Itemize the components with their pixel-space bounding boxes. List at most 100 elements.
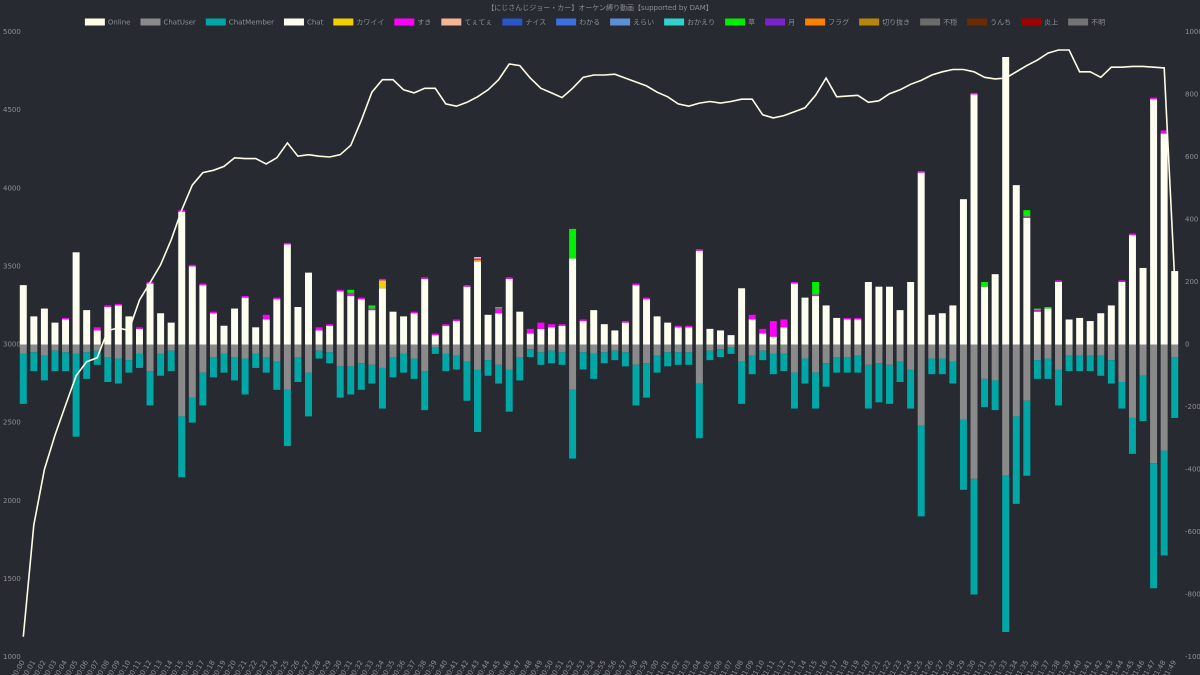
legend-item[interactable]: カワイイ (333, 18, 384, 27)
legend-item[interactable]: すき (394, 18, 431, 27)
bar-segment (516, 311, 524, 345)
bar-segment (949, 305, 957, 345)
bar-segment (474, 369, 482, 432)
bar-segment (632, 344, 640, 365)
bar-segment (907, 344, 915, 370)
legend-item[interactable]: Online (84, 18, 131, 27)
bar-segment (674, 344, 682, 353)
legend-item[interactable]: おかえり (664, 18, 715, 27)
bar-segment (1012, 344, 1020, 417)
bar-segment (537, 344, 545, 353)
bar-segment (716, 349, 724, 357)
legend-swatch (394, 18, 415, 26)
bar-segment (843, 357, 851, 373)
bar-segment (368, 308, 376, 311)
bar-segment (209, 357, 217, 378)
bar-segment (1139, 375, 1147, 422)
bar-segment (664, 344, 672, 353)
bar-segment (1097, 313, 1105, 345)
bar-segment (938, 313, 946, 345)
bar-segment (1023, 216, 1031, 218)
bar-segment (621, 322, 629, 345)
bar-segment (188, 266, 196, 345)
bar-segment (431, 347, 439, 354)
bar-segment (854, 317, 862, 320)
bar-segment (1118, 344, 1126, 382)
legend-item[interactable]: 炎上 (1021, 18, 1058, 27)
bar-segment (938, 344, 946, 359)
bar-segment (231, 344, 239, 357)
bar-segment (463, 344, 471, 362)
y2-tick-label: 1000 (1185, 28, 1200, 36)
bar-segment (336, 289, 344, 292)
bar-segment (93, 344, 101, 351)
bar-segment (188, 344, 196, 398)
bar-segment (896, 310, 904, 345)
legend-item[interactable]: わかる (556, 18, 600, 27)
bar-segment (495, 307, 503, 309)
bar-segment (643, 344, 651, 364)
bar-segment (421, 344, 429, 372)
legend-item[interactable]: えらい (610, 18, 654, 27)
bar-segment (875, 344, 883, 364)
bar-segment (981, 344, 989, 379)
bar-segment (780, 353, 788, 372)
legend-item[interactable]: ChatUser (140, 18, 196, 27)
bar-segment (801, 344, 809, 359)
legend-label: 不穏 (943, 18, 957, 27)
bar-segment (19, 353, 27, 404)
bar-segment (854, 319, 862, 345)
legend-swatch (140, 18, 161, 26)
bar-segment (463, 286, 471, 345)
bar-segment (812, 372, 820, 409)
bar-segment (1107, 360, 1115, 384)
legend-item[interactable]: 草 (725, 18, 755, 27)
bar-segment (558, 344, 566, 353)
legend-item[interactable]: ChatMember (205, 18, 274, 27)
bar-segment (769, 344, 777, 354)
legend-item[interactable]: 切り抜き (859, 18, 910, 27)
legend-label: 草 (748, 18, 755, 27)
bar-segment (833, 317, 841, 345)
legend-item[interactable]: 月 (765, 18, 795, 27)
legend-item[interactable]: フラグ (805, 18, 849, 27)
legend-item[interactable]: 不穏 (920, 18, 957, 27)
bar-segment (516, 344, 524, 357)
bar-segment (1150, 344, 1158, 464)
bar-segment (241, 297, 249, 345)
bar-segment (315, 330, 323, 345)
chart-title: 【にじさんじジョー・カー】オーケン縛り動画【supported by DAM】 (487, 3, 713, 12)
bar-segment (30, 316, 38, 345)
bar-segment (1118, 280, 1126, 282)
legend-swatch (205, 18, 226, 26)
bar-segment (790, 283, 798, 345)
bar-segment (209, 313, 217, 345)
bar-segment (400, 344, 408, 354)
bar-segment (981, 286, 989, 345)
bar-segment (959, 344, 967, 420)
legend-label: てぇてぇ (464, 19, 492, 27)
legend-item[interactable]: てぇてぇ (441, 18, 492, 27)
bar-segment (336, 291, 344, 345)
bar-segment (1171, 271, 1179, 345)
bar-segment (759, 350, 767, 361)
bar-segment (262, 344, 270, 357)
bar-segment (30, 344, 38, 353)
bar-segment (695, 250, 703, 345)
bar-segment (748, 355, 756, 375)
bar-segment (178, 344, 186, 417)
bar-segment (896, 344, 904, 362)
bar-segment (833, 344, 841, 357)
y2-tick-label: 800 (1185, 91, 1198, 99)
bar-segment (188, 264, 196, 267)
bar-segment (833, 357, 841, 373)
legend-item[interactable]: うんち (967, 18, 1011, 27)
bar-segment (442, 324, 450, 326)
bar-segment (209, 311, 217, 314)
legend-item[interactable]: ナイス (502, 18, 546, 27)
legend-item[interactable]: Chat (283, 18, 324, 27)
legend-item[interactable]: 不明 (1068, 18, 1105, 27)
y2-tick-label: 400 (1185, 216, 1198, 224)
bar-segment (62, 317, 70, 320)
